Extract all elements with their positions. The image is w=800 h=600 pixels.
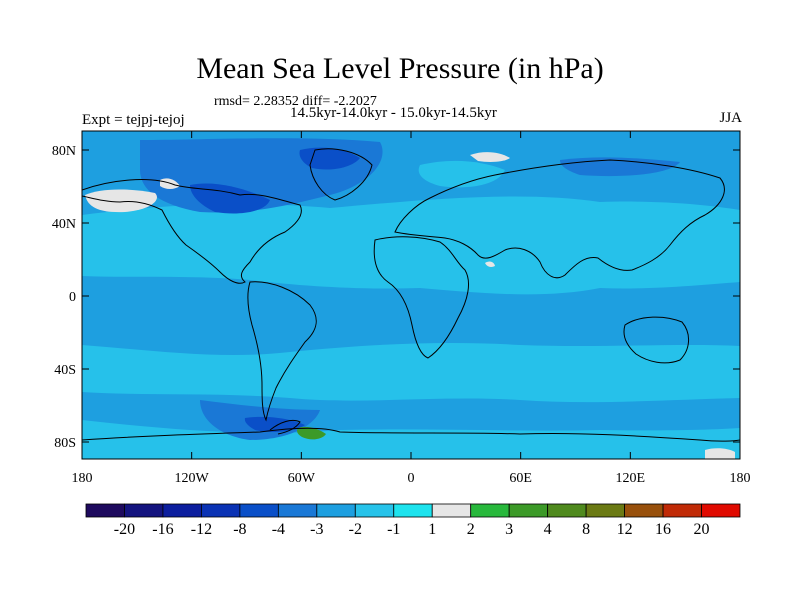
colorbar-swatch [470, 503, 510, 518]
colorbar-label: -4 [272, 521, 285, 538]
colorbar-swatch [316, 503, 356, 518]
colorbar-label: 1 [428, 521, 436, 538]
longitude-axis: 180 120W 60W 0 60E 120E 180 [72, 131, 751, 486]
colorbar-swatch [393, 503, 433, 518]
colorbar-swatch [701, 503, 741, 518]
anomaly-darker-regions [190, 147, 360, 433]
colorbar-swatch [624, 503, 664, 518]
colorbar-swatch [201, 503, 241, 518]
colorbar-label: -1 [387, 521, 400, 538]
experiment-label: Expt = tejpj-tejoj [82, 112, 185, 128]
colorbar-swatch [547, 503, 587, 518]
colorbar-label: 3 [505, 521, 513, 538]
colorbar-swatch [508, 503, 549, 518]
colorbar-swatch [239, 503, 279, 518]
colorbar-label: 20 [694, 521, 710, 538]
lon-tick-label: 180 [72, 471, 93, 486]
lat-tick-label: 80N [52, 144, 76, 159]
colorbar-swatch [162, 503, 202, 518]
colorbar-label: -8 [233, 521, 246, 538]
colorbar-label: 16 [655, 521, 671, 538]
colorbar-label: -3 [310, 521, 323, 538]
colorbar-swatch [277, 503, 318, 518]
colorbar-swatch [585, 503, 625, 518]
colorbar-swatch [124, 503, 164, 518]
colorbar-swatch [662, 503, 702, 518]
colorbar-label: -12 [191, 521, 212, 538]
lon-tick-label: 120W [175, 471, 210, 486]
lat-tick-label: 40N [52, 217, 76, 232]
lon-tick-label: 120E [616, 471, 646, 486]
colorbar: -20 -16 -12 -8 -4 -3 -2 -1 1 2 3 4 8 12 16 20 [85, 503, 741, 538]
colorbar-label: 2 [467, 521, 475, 538]
anomaly-white-regions [85, 152, 735, 459]
colorbar-swatch [85, 503, 125, 518]
lon-tick-label: 0 [408, 471, 415, 486]
colorbar-swatch [431, 503, 472, 518]
season-label: JJA [719, 110, 742, 126]
anomaly-light-regions [82, 160, 740, 459]
lon-tick-label: 60E [509, 471, 532, 486]
lon-tick-label: 60W [288, 471, 316, 486]
latitude-axis: 80N 40N 0 40S 80S [52, 144, 740, 451]
colorbar-label: 8 [582, 521, 590, 538]
lat-tick-label: 80S [54, 436, 76, 451]
colorbar-swatch [354, 503, 395, 518]
coastlines [82, 148, 740, 442]
pressure-field [82, 131, 740, 459]
stats-text: rmsd= 2.28352 diff= -2.2027 [214, 94, 377, 109]
chart-title: Mean Sea Level Pressure (in hPa) [196, 52, 604, 85]
colorbar-label: -20 [114, 521, 135, 538]
colorbar-label: 4 [544, 521, 552, 538]
colorbar-label: -16 [152, 521, 173, 538]
lat-tick-label: 40S [54, 363, 76, 378]
colorbar-label: 12 [617, 521, 633, 538]
anomaly-positive-region [297, 426, 326, 440]
lon-tick-label: 180 [730, 471, 751, 486]
period-text: 14.5kyr-14.0kyr - 15.0kyr-14.5kyr [290, 105, 497, 121]
lat-tick-label: 0 [69, 290, 76, 305]
colorbar-label: -2 [349, 521, 362, 538]
